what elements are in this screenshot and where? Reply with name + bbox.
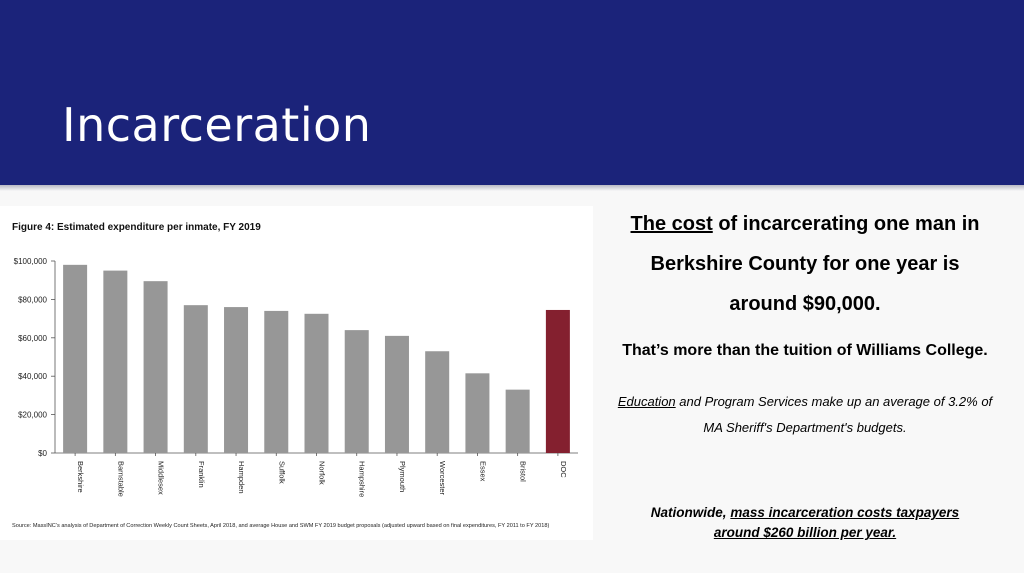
x-tick-label-doc: DOC bbox=[559, 461, 568, 478]
bar-hampshire bbox=[344, 330, 369, 453]
y-tick-label: $80,000 bbox=[18, 295, 47, 304]
x-tick-label-plymouth: Plymouth bbox=[398, 461, 407, 492]
education-statement: Education and Program Services make up a… bbox=[595, 389, 1015, 441]
x-tick-label-berkshire: Berkshire bbox=[76, 461, 85, 493]
bar-franklin bbox=[183, 305, 208, 453]
slide-title: Incarceration bbox=[62, 98, 372, 152]
bar-middlesex bbox=[143, 281, 168, 453]
bar-berkshire bbox=[63, 264, 88, 453]
cost-rest-line1: of incarcerating one man in bbox=[712, 213, 980, 235]
bar-essex bbox=[465, 373, 490, 453]
tuition-statement: That’s more than the tuition of Williams… bbox=[622, 342, 988, 359]
nationwide-underlined-line1: mass incarceration costs taxpayers bbox=[730, 505, 960, 520]
cost-line3: around $90,000. bbox=[729, 293, 881, 315]
cost-line2: Berkshire County for one year is bbox=[650, 253, 960, 275]
chart-title: Figure 4: Estimated expenditure per inma… bbox=[12, 222, 261, 233]
nationwide-underlined-line2: around $260 billion per year. bbox=[713, 525, 897, 540]
x-tick-label-bristol: Bristol bbox=[519, 461, 528, 482]
education-rest: and Program Services make up an average … bbox=[675, 394, 993, 409]
bar-doc bbox=[545, 309, 570, 453]
y-tick-label: $0 bbox=[38, 449, 47, 458]
slide-header: Incarceration bbox=[0, 0, 1024, 185]
x-tick-label-suffolk: Suffolk bbox=[277, 461, 286, 484]
x-tick-label-barnstable: Barnstable bbox=[116, 461, 125, 497]
y-tick-label: $100,000 bbox=[14, 257, 48, 266]
nationwide-prefix: Nationwide, bbox=[650, 505, 731, 520]
x-tick-label-franklin: Franklin bbox=[197, 461, 206, 488]
bar-worcester bbox=[425, 351, 450, 453]
bar-barnstable bbox=[103, 270, 128, 453]
x-tick-label-norfolk: Norfolk bbox=[318, 461, 327, 485]
y-tick-label: $20,000 bbox=[18, 411, 47, 420]
cost-statement: The cost of incarcerating one man in Ber… bbox=[595, 204, 1015, 324]
bar-norfolk bbox=[304, 313, 329, 453]
chart-panel: Figure 4: Estimated expenditure per inma… bbox=[0, 206, 593, 540]
y-tick-label: $40,000 bbox=[18, 372, 47, 381]
x-tick-label-worcester: Worcester bbox=[438, 461, 447, 496]
header-shadow bbox=[0, 185, 1024, 191]
cost-underlined: The cost bbox=[630, 213, 713, 235]
education-line2: MA Sheriff's Department's budgets. bbox=[703, 420, 907, 435]
y-tick-label: $60,000 bbox=[18, 334, 47, 343]
bar-suffolk bbox=[264, 310, 289, 453]
education-underlined: Education bbox=[617, 394, 676, 409]
bar-plymouth bbox=[384, 335, 409, 453]
x-tick-label-hampden: Hampden bbox=[237, 461, 246, 494]
bar-hampden bbox=[224, 307, 249, 453]
bar-bristol bbox=[505, 389, 530, 453]
x-tick-label-essex: Essex bbox=[478, 461, 487, 482]
x-tick-label-middlesex: Middlesex bbox=[157, 461, 166, 495]
chart-source-note: Source: MassINC’s analysis of Department… bbox=[12, 523, 549, 529]
nationwide-statement: Nationwide, mass incarceration costs tax… bbox=[595, 503, 1015, 543]
x-tick-label-hampshire: Hampshire bbox=[358, 461, 367, 497]
expenditure-bar-chart: Figure 4: Estimated expenditure per inma… bbox=[12, 222, 578, 529]
